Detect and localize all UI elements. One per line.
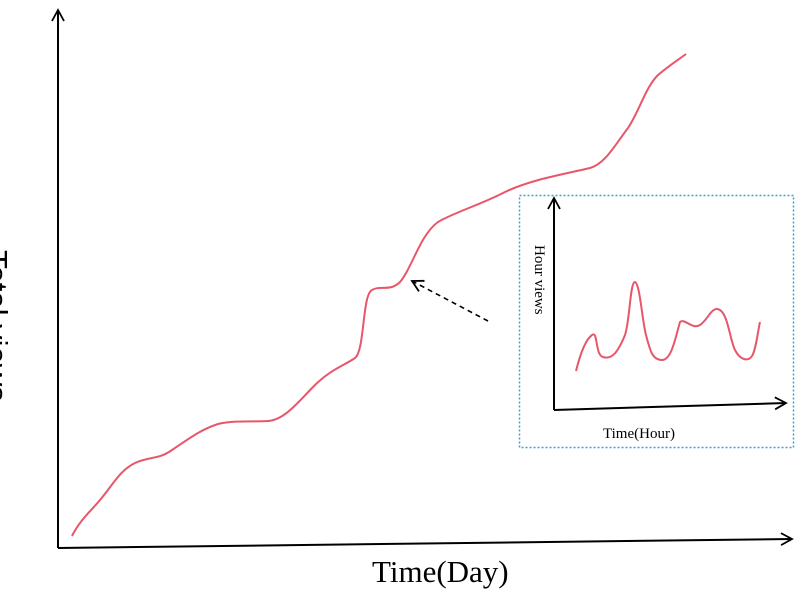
main-x-axis (57, 532, 794, 549)
inset-frame (518, 194, 795, 449)
inset-x-axis (553, 396, 788, 411)
main-curve (71, 53, 687, 537)
main-y-axis-label: Total views (0, 250, 14, 402)
inset-x-axis-label: Time(Hour) (603, 426, 675, 442)
callout-arrow (410, 279, 489, 322)
inset-y-axis-label: Hour views (531, 245, 547, 315)
main-x-axis-label: Time(Day) (372, 554, 509, 589)
inset-curve (575, 280, 761, 372)
